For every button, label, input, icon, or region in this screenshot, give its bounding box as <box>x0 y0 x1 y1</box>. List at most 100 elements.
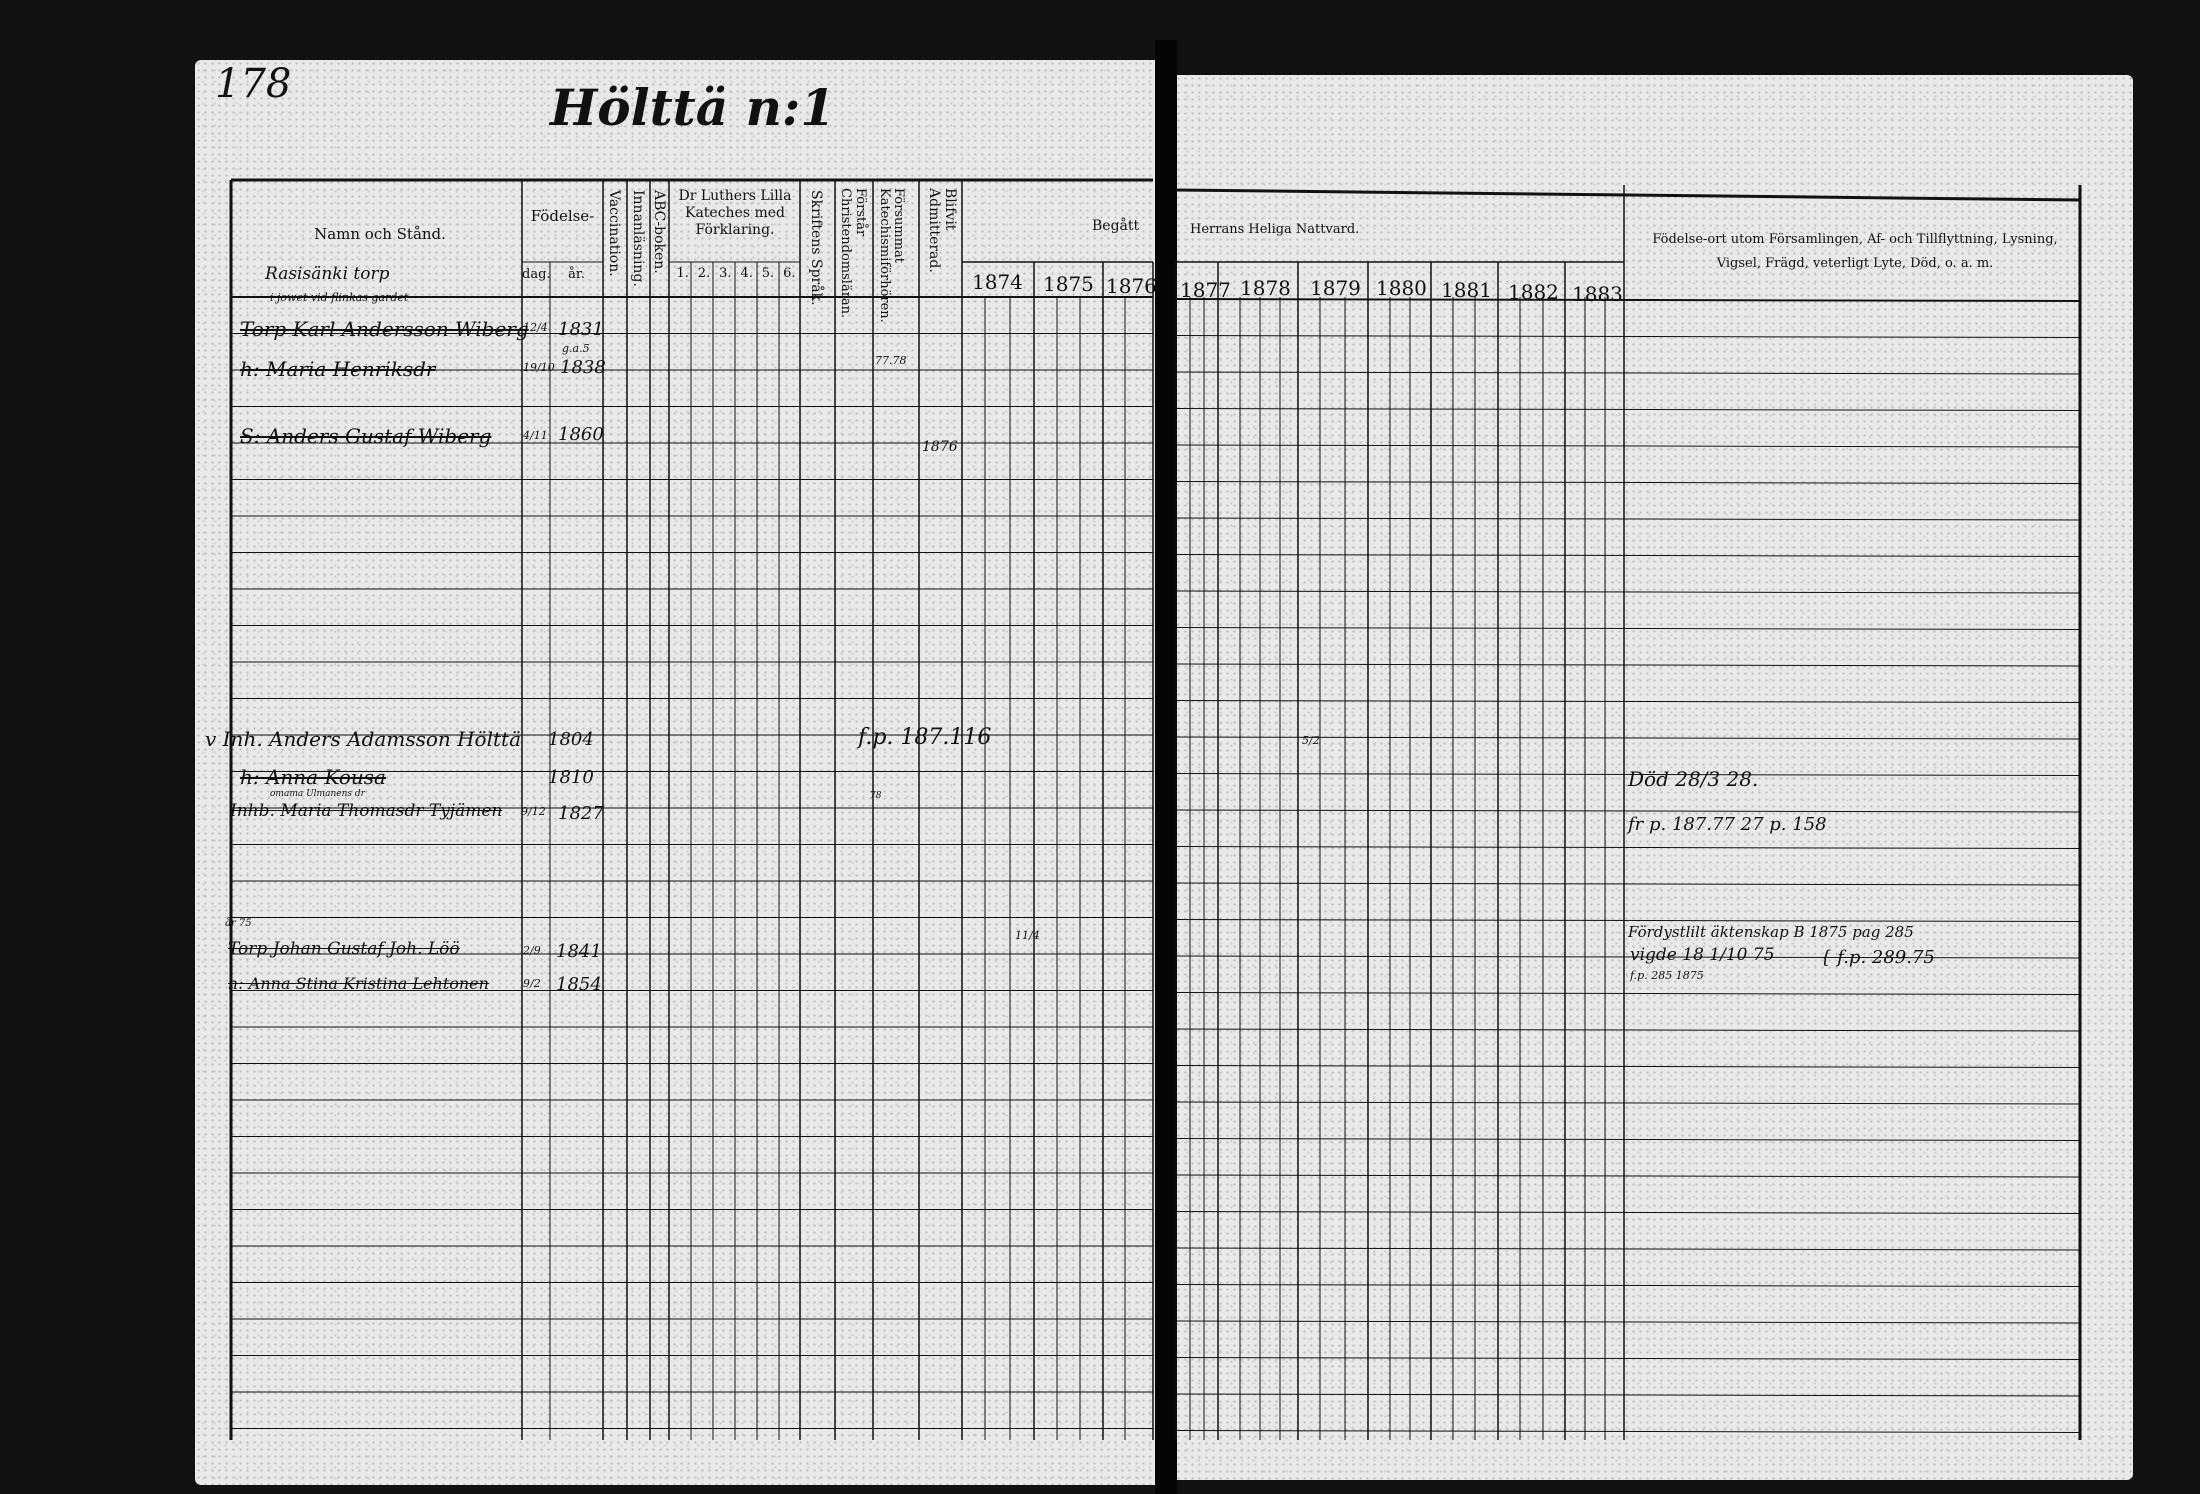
row-rule <box>1175 590 2081 594</box>
entry-name: Torp Johan Gustaf Joh. Löö <box>228 939 460 959</box>
luther-part: 5. <box>761 266 775 281</box>
header-birth-day: dag. <box>522 267 551 282</box>
header-communion: Herrans Heliga Nattvard. <box>1190 222 1360 237</box>
table-top-rule <box>1175 188 2081 202</box>
header-name: Namn och Stånd. <box>314 225 446 243</box>
luther-part: 1. <box>676 266 689 281</box>
entry-remark: Fördystlilt äktenskap B 1875 pag 285 <box>1628 923 1914 941</box>
row-rule <box>1175 1284 2081 1287</box>
entry-day: 12/4 <box>523 321 548 334</box>
entry-year: 1827 <box>558 803 604 824</box>
row-rule <box>1175 517 2081 521</box>
entry-name: h: Maria Henriksdr <box>240 357 436 381</box>
entry-note: år 75 <box>225 918 252 929</box>
row-rule <box>1175 809 2081 813</box>
entry-name: Inhb. Maria Thomasdr Tyjämen <box>230 801 503 821</box>
page-title: Hölttä n:1 <box>550 78 836 137</box>
entry-year: 1838 <box>560 357 606 378</box>
luther-part: 3. <box>719 266 732 281</box>
header-scripture: Skriftens Språk. <box>808 190 824 306</box>
header-reading: Innanläsning. <box>630 190 646 287</box>
year-1876: 1876 <box>1106 274 1157 298</box>
row-rule <box>1175 1393 2081 1397</box>
entry-year: 1841 <box>556 941 602 962</box>
entry-name: Torp Karl Andersson Wiberg <box>240 317 529 341</box>
row-rule <box>1175 1138 2081 1141</box>
entry-year: 1810 <box>548 767 594 788</box>
header-birth: Födelse- <box>530 207 595 225</box>
entry-note: i jowet vid flinkas gardet <box>270 291 409 304</box>
entry-year: 1831 <box>558 319 604 340</box>
entry-admitted: 1876 <box>922 439 958 455</box>
luther-part: 4. <box>740 266 753 281</box>
row-rule <box>1175 846 2081 849</box>
entry-year: 1860 <box>558 424 604 445</box>
luther-part: 2. <box>697 266 711 281</box>
row-rule <box>1175 554 2081 557</box>
book-gutter <box>1155 40 1177 1494</box>
year-1882: 1882 <box>1508 280 1559 304</box>
entry-name: S: Anders Gustaf Wiberg <box>240 424 492 448</box>
year-1875: 1875 <box>1043 272 1094 296</box>
luther-part: 6. <box>783 266 796 281</box>
entry-remark: { f.p. 289.75 <box>1820 947 1935 968</box>
entry-remark: Död 28/3 28. <box>1628 767 1759 791</box>
row-rule <box>1175 700 2081 703</box>
entry-name: h: Anna Stina Kristina Lehtonen <box>228 974 489 993</box>
year-1874: 1874 <box>972 270 1023 294</box>
entry-remark: vigde 18 1/10 75 <box>1630 945 1775 965</box>
entry-note: g.a.5 <box>562 342 590 355</box>
header-vaccination: Vaccination. <box>606 190 622 277</box>
entry-day: 4/11 <box>523 429 548 442</box>
place-name: Rasisänki torp <box>265 264 390 284</box>
entry-name: h: Anna Kousa <box>240 765 386 789</box>
row-rule <box>1175 627 2081 630</box>
row-rule <box>1175 408 2081 411</box>
row-rule <box>1175 1430 2081 1433</box>
row-rule <box>1175 1174 2081 1178</box>
header-luther-parts: 1. 2. 3. 4. 5. 6. <box>672 266 800 281</box>
header-begatt: Begått <box>1092 218 1140 234</box>
row-rule <box>1175 1320 2081 1324</box>
entry-communion-mark: 11/4 <box>1015 929 1040 942</box>
header-missed: Försummat Katechismiförhören. <box>877 188 906 323</box>
row-rule <box>1175 371 2081 375</box>
entry-year: 1854 <box>556 974 602 995</box>
row-rule <box>1175 919 2081 922</box>
year-1877: 1877 <box>1180 278 1231 302</box>
header-birth-year: år. <box>568 267 585 282</box>
entry-remark: f.p. 285 1875 <box>1630 969 1704 982</box>
year-1879: 1879 <box>1310 276 1361 300</box>
row-rule <box>1175 335 2081 338</box>
entry-remark: fr p. 187.77 27 p. 158 <box>1628 814 1827 835</box>
year-1880: 1880 <box>1376 276 1427 300</box>
entry-name: v Inh. Anders Adamsson Hölttä <box>205 727 521 751</box>
year-1878: 1878 <box>1240 276 1291 300</box>
row-rule <box>1175 955 2081 959</box>
year-1883: 1883 <box>1572 282 1623 306</box>
header-luther: Dr Luthers Lilla Kateches med Förklaring… <box>678 188 792 238</box>
entry-year: 1804 <box>548 729 594 750</box>
header-remarks: Födelse-ort utom Församlingen, Af- och T… <box>1652 232 2058 271</box>
entry-missed: 77.78 <box>875 354 907 367</box>
row-rule <box>1175 298 2081 302</box>
right-page <box>1168 75 2133 1480</box>
header-admitted: Blifvit Admitterad. <box>926 188 958 273</box>
row-rule <box>1175 1065 2081 1068</box>
entry-missed: 78 <box>870 791 882 801</box>
entry-reference: f.p. 187.116 <box>858 725 992 750</box>
row-rule <box>1175 481 2081 484</box>
row-rule <box>1175 882 2081 886</box>
page-number: 178 <box>215 61 292 107</box>
row-rule <box>1175 773 2081 776</box>
row-rule <box>1175 1357 2081 1360</box>
entry-note: omama Ulmanens dr <box>270 789 365 799</box>
entry-day: 2/9 <box>523 944 541 957</box>
row-rule <box>1175 1211 2081 1214</box>
row-rule <box>1175 663 2081 667</box>
header-abc: ABC-boken. <box>651 190 667 274</box>
entry-day: 9/12 <box>521 805 546 818</box>
row-rule <box>1175 444 2081 448</box>
row-rule <box>1175 992 2081 995</box>
row-rule <box>1175 1028 2081 1032</box>
